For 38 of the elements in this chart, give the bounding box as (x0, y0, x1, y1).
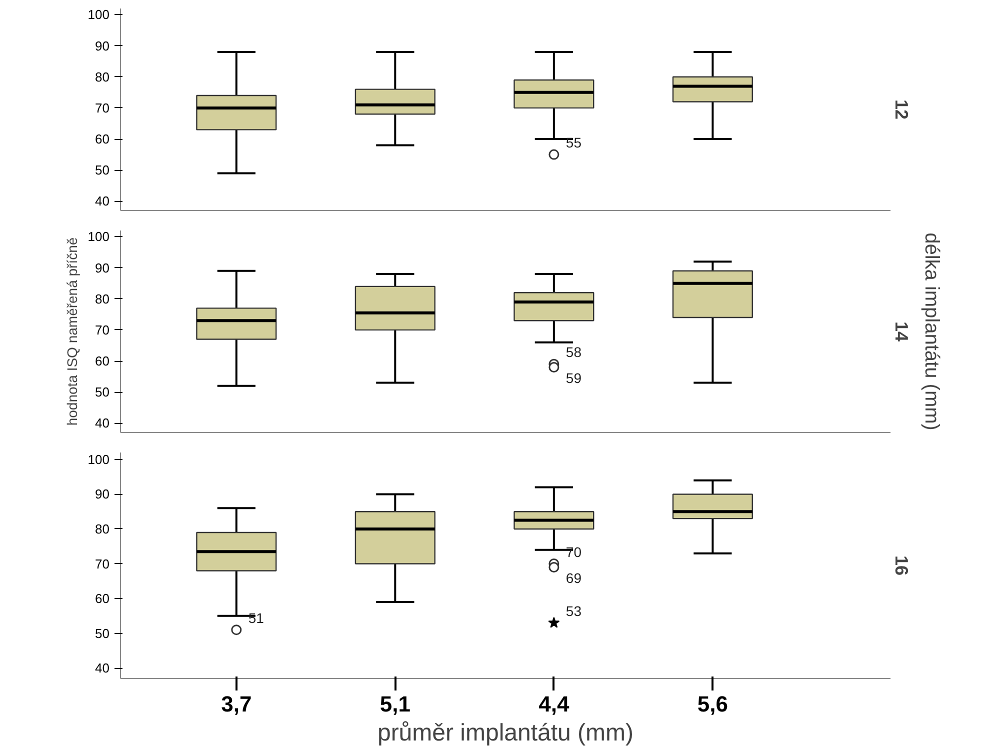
y-tick-label: 60 (95, 591, 110, 606)
text: 16 (892, 555, 912, 576)
y-axis-title: hodnota ISQ naměřená příčně (64, 237, 80, 426)
annotation: 51 (248, 610, 264, 626)
text: 12 (892, 99, 912, 120)
annotation: 58 (566, 344, 582, 360)
y-tick-label: 90 (95, 260, 110, 276)
y-tick-label: 70 (95, 100, 110, 116)
y-tick-label: 80 (95, 521, 110, 536)
y-tick-label: 70 (95, 322, 110, 338)
y-tick-label: 70 (95, 556, 110, 572)
y-tick-label: 40 (95, 660, 110, 676)
annotation: 69 (566, 570, 582, 586)
annotation: 55 (566, 134, 582, 151)
y-tick-label: 90 (95, 486, 110, 502)
x-tick-label: 5,1 (380, 692, 410, 716)
y-tick-label: 50 (95, 162, 110, 178)
y2-axis-title: délka implantátu (mm) (920, 232, 942, 430)
text: 14 (892, 321, 912, 342)
annotation: 70 (566, 544, 582, 560)
annotation: 53 (566, 602, 582, 619)
y-tick-label: 40 (95, 194, 110, 209)
annotation: 59 (566, 370, 582, 386)
y-tick-label: 50 (95, 384, 110, 400)
y-tick-label: 50 (95, 626, 110, 641)
x-tick-label: 4,4 (538, 692, 570, 716)
y-tick-label: 60 (95, 132, 110, 147)
y-tick-label: 100 (88, 7, 110, 22)
y-tick-label: 100 (88, 229, 110, 244)
x-axis-title: průměr implantátu (mm) (377, 720, 634, 746)
y-tick-label: 40 (95, 416, 110, 431)
y-tick-label: 60 (95, 354, 110, 369)
y-tick-label: 100 (88, 452, 110, 467)
y-tick-label: 80 (95, 69, 110, 84)
x-tick-label: 3,7 (221, 692, 252, 716)
y-tick-label: 90 (95, 38, 110, 54)
x-tick-label: 5,6 (697, 692, 728, 716)
y-tick-label: 80 (95, 291, 110, 306)
